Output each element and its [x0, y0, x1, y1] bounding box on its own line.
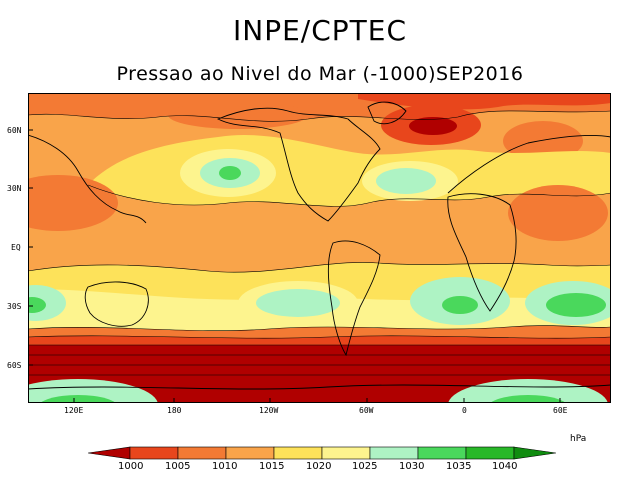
map-title: INPE/CPTEC: [233, 14, 407, 47]
colorbar-swatch: [417, 446, 467, 460]
antarctica-coast: [28, 384, 611, 390]
colorbar-swatch: [177, 446, 227, 460]
coastlines: [28, 101, 611, 390]
indian-ocean-high-core: [546, 293, 606, 317]
antarctic-high-east-core: [490, 395, 566, 403]
colorbar-label-1000: 1000: [118, 461, 144, 472]
asia-low: [503, 121, 583, 161]
asia-warm: [28, 175, 118, 231]
australia-high-core: [28, 297, 46, 313]
lat-label-60s: 60S: [7, 361, 22, 370]
iceland-low-inner: [409, 117, 457, 135]
lon-label-120w: 120W: [259, 406, 279, 415]
colorbar-swatch: [465, 446, 515, 460]
colorbar-label-1015: 1015: [259, 461, 285, 472]
lat-label-60n: 60N: [7, 126, 22, 135]
lon-label-180: 180: [167, 406, 182, 415]
africa-coast: [447, 193, 517, 312]
india-heat-low: [508, 185, 608, 241]
colorbar: [88, 446, 556, 460]
colorbar-label-1035: 1035: [446, 461, 472, 472]
colorbar-swatch: [369, 446, 419, 460]
lon-label-60w: 60W: [359, 406, 374, 415]
colorbar-swatch: [225, 446, 275, 460]
pressure-map: [28, 93, 611, 403]
north-pole-low: [358, 93, 611, 110]
australia-coast: [84, 281, 149, 327]
unit-label: hPa: [570, 434, 587, 444]
lon-label-60e: 60E: [553, 406, 568, 415]
colorbar-swatch: [273, 446, 323, 460]
lat-label-30s: 30S: [7, 302, 22, 311]
south-pacific-high-core: [256, 289, 340, 317]
lon-label-0: 0: [462, 406, 467, 415]
antarctic-high-east: [448, 379, 608, 403]
antarctic-high-west-core: [40, 395, 116, 403]
southern-ocean-1000: [28, 345, 611, 403]
europe-asia-coast: [28, 134, 611, 224]
azores-high-core: [376, 168, 436, 194]
lat-label-30n: 30N: [7, 184, 22, 193]
south-atlantic-high-core: [442, 296, 478, 314]
lon-label-120e: 120E: [64, 406, 84, 415]
colorbar-label-1010: 1010: [212, 461, 238, 472]
colorbar-swatch: [129, 446, 179, 460]
colorbar-label-1020: 1020: [306, 461, 332, 472]
north-america-coast: [216, 107, 381, 222]
colorbar-swatch: [513, 446, 556, 460]
axis-ticks: [28, 129, 561, 403]
colorbar-label-1040: 1040: [492, 461, 518, 472]
greenland-coast: [367, 101, 407, 125]
isobars: [28, 110, 611, 376]
colorbar-swatch: [321, 446, 371, 460]
colorbar-swatch: [88, 446, 131, 460]
south-america-coast: [327, 240, 381, 357]
colorbar-label-1005: 1005: [165, 461, 191, 472]
pacific-high-core: [219, 166, 241, 180]
colorbar-label-1030: 1030: [399, 461, 425, 472]
map-subtitle: Pressao ao Nivel do Mar (-1000)SEP2016: [116, 63, 524, 85]
lat-label-eq: EQ: [11, 243, 21, 252]
colorbar-label-1025: 1025: [352, 461, 378, 472]
